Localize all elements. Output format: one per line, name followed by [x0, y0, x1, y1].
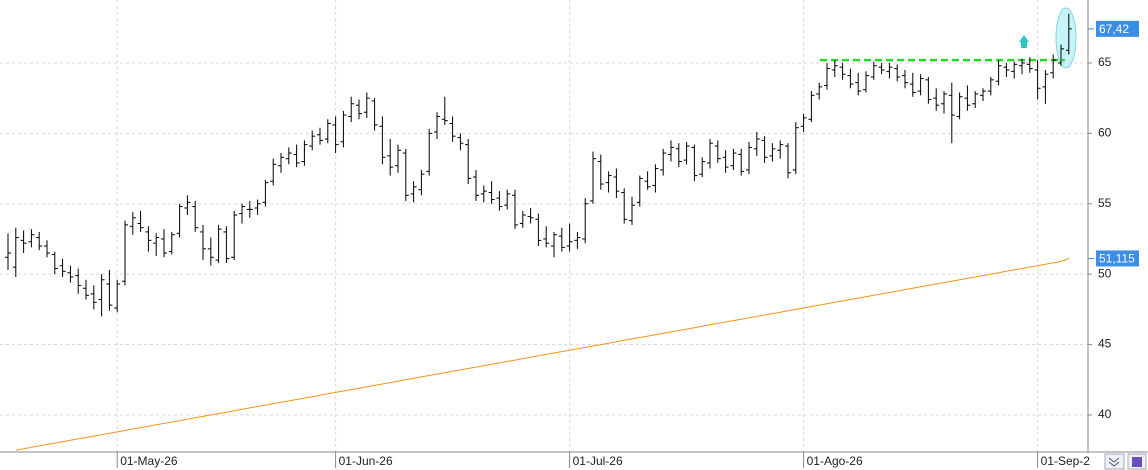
y-tick-label: 40: [1098, 407, 1112, 421]
y-tick-label: 60: [1098, 126, 1112, 140]
last-value-box: [1096, 20, 1139, 37]
last-value-label: 67,42: [1099, 22, 1129, 36]
up-arrow: [1019, 35, 1029, 48]
scroll-icon: [1108, 457, 1120, 467]
x-tick-label: 01-Jul-26: [573, 454, 623, 468]
y-tick-label: 50: [1098, 266, 1112, 280]
last-value-label: 51,115: [1099, 252, 1135, 266]
y-tick-label: 65: [1098, 55, 1112, 69]
moving-average: [15, 258, 1069, 451]
x-tick-label: 01-Sep-2: [1041, 454, 1091, 468]
plot-layer: [0, 0, 1088, 452]
y-tick-label: 45: [1098, 337, 1112, 351]
highlight-ellipse: [1055, 7, 1077, 69]
x-tick-label: 01-May-26: [120, 454, 178, 468]
x-tick-label: 01-Ago-26: [807, 454, 863, 468]
save-icon: [1132, 457, 1142, 467]
last-value-box: [1096, 250, 1139, 267]
x-tick-label: 01-Jun-26: [339, 454, 393, 468]
y-tick-label: 55: [1098, 196, 1112, 210]
